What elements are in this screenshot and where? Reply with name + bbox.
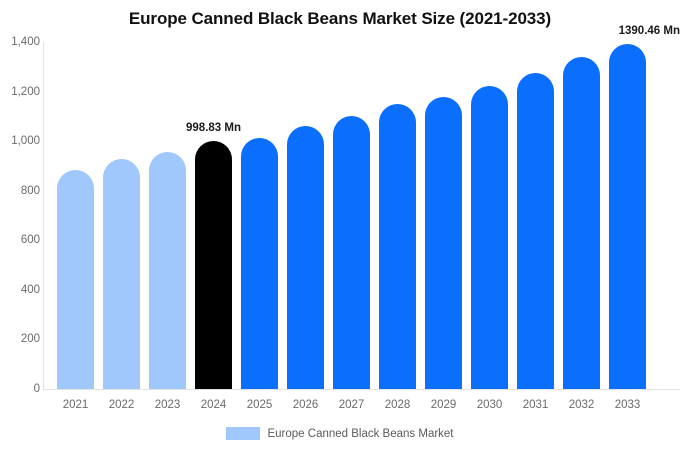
bar-2023[interactable] xyxy=(149,152,186,389)
y-axis-line xyxy=(43,42,44,389)
bar-slot xyxy=(149,42,186,389)
chart-title: Europe Canned Black Beans Market Size (2… xyxy=(128,9,552,28)
bar-2031[interactable] xyxy=(517,72,554,389)
bar-slot xyxy=(57,42,94,389)
x-axis-tick-label-2023: 2023 xyxy=(154,399,181,411)
legend-item-europe-canned-black-beans-market[interactable]: Europe Canned Black Beans Market xyxy=(226,427,454,440)
bar-2025[interactable] xyxy=(241,137,278,389)
y-axis-tick-label: 200 xyxy=(20,333,40,346)
y-axis-tick-label: 1,400 xyxy=(11,36,40,48)
legend-swatch-icon xyxy=(226,427,261,440)
bar-slot xyxy=(471,42,508,389)
bar-slot xyxy=(517,42,554,389)
y-axis-tick-label: 1,200 xyxy=(11,85,40,98)
x-axis-tick-label-2021: 2021 xyxy=(62,399,89,411)
x-axis-tick-label-2022: 2022 xyxy=(108,399,135,411)
x-axis-tick-label-2031: 2031 xyxy=(522,399,549,411)
y-axis-tick-label: 1,000 xyxy=(11,135,40,148)
y-axis-tick-label: 600 xyxy=(20,234,40,247)
bar-2021[interactable] xyxy=(57,170,94,389)
bar-2030[interactable] xyxy=(471,86,508,389)
bar-value-label-2024: 998.83 Mn xyxy=(186,122,241,135)
x-axis-tick-label-2028: 2028 xyxy=(384,399,411,411)
y-axis: 0 200 400 600 800 1,000 1,200 1,400 xyxy=(0,0,40,450)
y-axis-tick-label: 800 xyxy=(20,184,40,197)
bar-2033[interactable] xyxy=(609,44,646,389)
bar-2029[interactable] xyxy=(425,97,462,389)
bar-slot xyxy=(333,42,370,389)
bar-value-label-2033: 1390.46 Mn xyxy=(618,25,680,38)
bar-2022[interactable] xyxy=(103,159,140,389)
x-axis-line xyxy=(43,389,680,390)
bar-slot: 1390.46 Mn xyxy=(609,25,680,389)
bar-slot xyxy=(425,42,462,389)
bar-2026[interactable] xyxy=(287,126,324,389)
y-axis-tick-label: 0 xyxy=(33,383,40,395)
bar-2024[interactable] xyxy=(195,141,232,389)
x-axis-tick-label-2025: 2025 xyxy=(246,399,273,411)
bar-2027[interactable] xyxy=(333,115,370,389)
x-axis-tick-label-2024: 2024 xyxy=(200,399,227,411)
bar-slot xyxy=(379,42,416,389)
y-axis-tick-label: 400 xyxy=(20,283,40,296)
bar-2028[interactable] xyxy=(379,103,416,389)
x-axis-tick-label-2032: 2032 xyxy=(568,399,595,411)
plot-area: 998.83 Mn 1390.46 Mn xyxy=(43,25,680,389)
chart-legend: Europe Canned Black Beans Market xyxy=(0,427,680,440)
bar-slot xyxy=(287,42,324,389)
bar-slot xyxy=(241,42,278,389)
x-axis-tick-label-2033: 2033 xyxy=(614,399,641,411)
bar-slot xyxy=(563,42,600,389)
bar-slot xyxy=(103,42,140,389)
x-axis-tick-label-2029: 2029 xyxy=(430,399,457,411)
x-axis-tick-label-2030: 2030 xyxy=(476,399,503,411)
x-axis-tick-label-2026: 2026 xyxy=(292,399,319,411)
legend-item-label: Europe Canned Black Beans Market xyxy=(267,427,454,440)
bar-slot: 998.83 Mn xyxy=(186,42,241,389)
bar-2032[interactable] xyxy=(563,57,600,389)
x-axis-tick-label-2027: 2027 xyxy=(338,399,365,411)
